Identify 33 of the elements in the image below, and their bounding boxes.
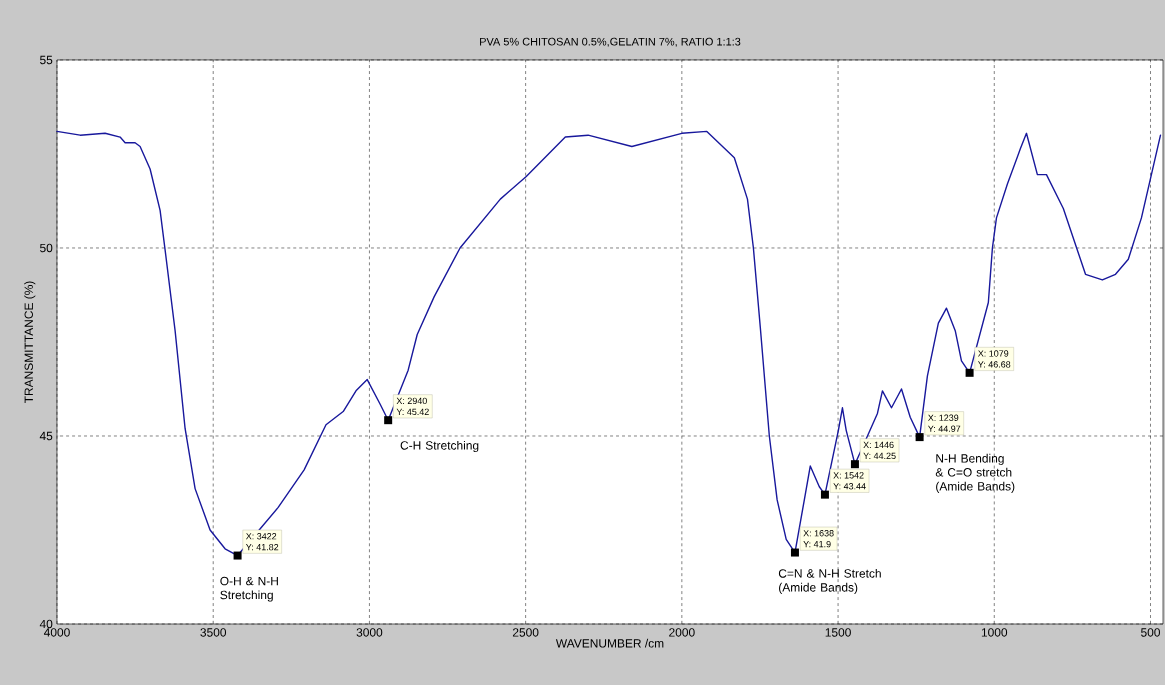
x-axis-title: WAVENUMBER /cm — [555, 638, 664, 648]
x-tick-label: 2000 — [669, 628, 695, 637]
annotation: Y: 45.42 — [396, 408, 429, 415]
annotation: X: 1079 — [978, 350, 1009, 357]
annotation: Y: 44.25 — [863, 452, 896, 459]
annotation: Y: 46.68 — [978, 361, 1011, 368]
x-tick-label: 4000 — [43, 628, 70, 637]
annotation: X: 1638 — [803, 530, 834, 537]
annotation: X: 1542 — [833, 472, 864, 479]
y-axis-title: TRANSMITTANCE (%) — [24, 281, 36, 404]
x-tick-label: 500 — [1141, 628, 1160, 637]
x-tick-label: 1000 — [981, 628, 1008, 637]
x-tick-label: 3000 — [356, 628, 383, 637]
y-tick-label: 55 — [40, 55, 53, 65]
y-tick-label: 45 — [39, 431, 53, 441]
x-tick-label: 2500 — [512, 628, 539, 637]
x-tick-label: 1500 — [825, 628, 851, 637]
annotation: X: 1239 — [928, 414, 959, 421]
annotation: Y: 41.9 — [803, 540, 831, 548]
annotation: Y: 41.82 — [245, 544, 279, 551]
annotation: O-H & N-H Stretching — [220, 576, 278, 602]
annotation: Y: 44.97 — [928, 425, 961, 432]
annotation: X: 2940 — [396, 397, 427, 405]
annotation: Y: 43.44 — [833, 483, 866, 490]
x-tick-label: 3500 — [200, 628, 227, 637]
y-tick-label: 40 — [39, 619, 53, 629]
annotation: N-H Bending & C=O stretch (Amide Bands) — [935, 453, 1015, 493]
y-tick-label: 50 — [40, 243, 53, 253]
annotation: C=N & N-H Stretch (Amide Bands) — [778, 568, 881, 594]
annotation: X: 1446 — [863, 441, 894, 449]
annotation: C-H Stretching — [400, 440, 479, 453]
chart-title: PVA 5% CHITOSAN 0.5%,GELATIN 7%, RATIO 1:1:3 — [480, 37, 741, 47]
annotation: X: 3422 — [245, 533, 277, 540]
